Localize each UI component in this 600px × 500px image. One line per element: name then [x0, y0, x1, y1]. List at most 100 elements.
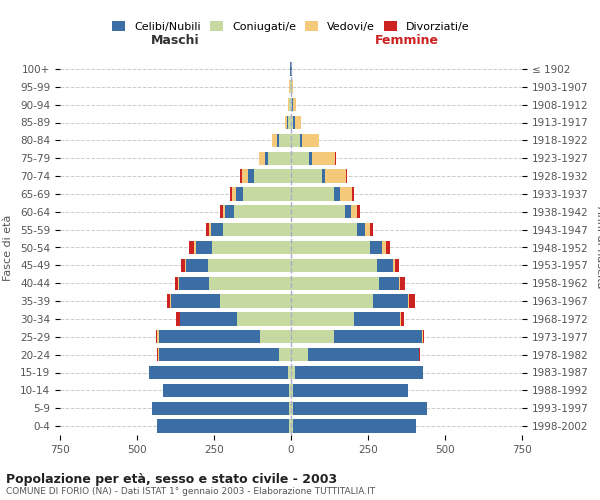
Bar [300, 134, 302, 147]
Bar [382, 241, 386, 254]
Bar [292, 80, 293, 94]
Bar [352, 187, 355, 200]
Bar [158, 330, 260, 344]
Bar [334, 187, 340, 200]
Bar [291, 312, 354, 326]
Bar [325, 170, 346, 183]
Bar [392, 258, 395, 272]
Bar [242, 170, 248, 183]
Bar [291, 98, 292, 112]
Bar [180, 312, 237, 326]
Bar [149, 366, 288, 379]
Bar [220, 294, 291, 308]
Bar [268, 152, 291, 165]
Bar [422, 330, 424, 344]
Bar [354, 312, 400, 326]
Bar [386, 241, 390, 254]
Bar [291, 294, 373, 308]
Bar [351, 205, 357, 218]
Bar [291, 187, 334, 200]
Bar [287, 98, 289, 112]
Bar [419, 348, 420, 362]
Bar [223, 205, 225, 218]
Bar [225, 205, 234, 218]
Bar [259, 152, 265, 165]
Bar [289, 384, 291, 397]
Bar [234, 205, 291, 218]
Bar [158, 348, 278, 362]
Bar [240, 170, 242, 183]
Bar [291, 116, 293, 129]
Bar [370, 223, 373, 236]
Bar [291, 223, 357, 236]
Bar [291, 384, 293, 397]
Bar [302, 134, 319, 147]
Bar [295, 366, 422, 379]
Bar [287, 116, 288, 129]
Bar [175, 276, 178, 290]
Bar [194, 241, 196, 254]
Legend: Celibi/Nubili, Coniugati/e, Vedovi/e, Divorziati/e: Celibi/Nubili, Coniugati/e, Vedovi/e, Di… [108, 17, 474, 36]
Text: Maschi: Maschi [151, 34, 200, 48]
Bar [377, 258, 392, 272]
Bar [220, 205, 223, 218]
Bar [277, 134, 278, 147]
Bar [346, 170, 347, 183]
Bar [289, 402, 291, 415]
Bar [395, 258, 399, 272]
Bar [357, 205, 360, 218]
Bar [291, 348, 308, 362]
Bar [291, 152, 310, 165]
Y-axis label: Anni di nascita: Anni di nascita [595, 206, 600, 289]
Bar [291, 205, 345, 218]
Bar [291, 134, 300, 147]
Bar [232, 187, 236, 200]
Bar [370, 241, 382, 254]
Bar [291, 258, 377, 272]
Bar [400, 312, 401, 326]
Bar [291, 420, 293, 433]
Bar [400, 276, 405, 290]
Bar [157, 330, 158, 344]
Text: COMUNE DI FORIO (NA) - Dati ISTAT 1° gennaio 2003 - Elaborazione TUTTITALIA.IT: COMUNE DI FORIO (NA) - Dati ISTAT 1° gen… [6, 488, 375, 496]
Bar [237, 312, 291, 326]
Bar [178, 276, 179, 290]
Bar [293, 116, 295, 129]
Bar [295, 116, 301, 129]
Bar [179, 312, 180, 326]
Bar [365, 223, 370, 236]
Bar [272, 134, 277, 147]
Bar [399, 276, 400, 290]
Bar [293, 98, 296, 112]
Bar [152, 402, 289, 415]
Bar [176, 312, 179, 326]
Bar [284, 116, 287, 129]
Bar [357, 223, 365, 236]
Bar [379, 276, 399, 290]
Bar [248, 170, 254, 183]
Bar [209, 223, 211, 236]
Bar [288, 366, 291, 379]
Bar [212, 241, 291, 254]
Text: Popolazione per età, sesso e stato civile - 2003: Popolazione per età, sesso e stato civil… [6, 472, 337, 486]
Bar [291, 276, 379, 290]
Bar [157, 420, 289, 433]
Bar [206, 223, 209, 236]
Bar [308, 348, 419, 362]
Bar [409, 294, 415, 308]
Bar [291, 80, 292, 94]
Bar [170, 294, 171, 308]
Bar [211, 223, 223, 236]
Bar [156, 330, 157, 344]
Bar [292, 98, 293, 112]
Text: Femmine: Femmine [374, 34, 439, 48]
Bar [157, 348, 158, 362]
Bar [236, 187, 243, 200]
Bar [293, 384, 408, 397]
Bar [278, 348, 291, 362]
Bar [171, 294, 220, 308]
Bar [254, 170, 291, 183]
Bar [230, 187, 232, 200]
Bar [291, 366, 295, 379]
Bar [186, 258, 208, 272]
